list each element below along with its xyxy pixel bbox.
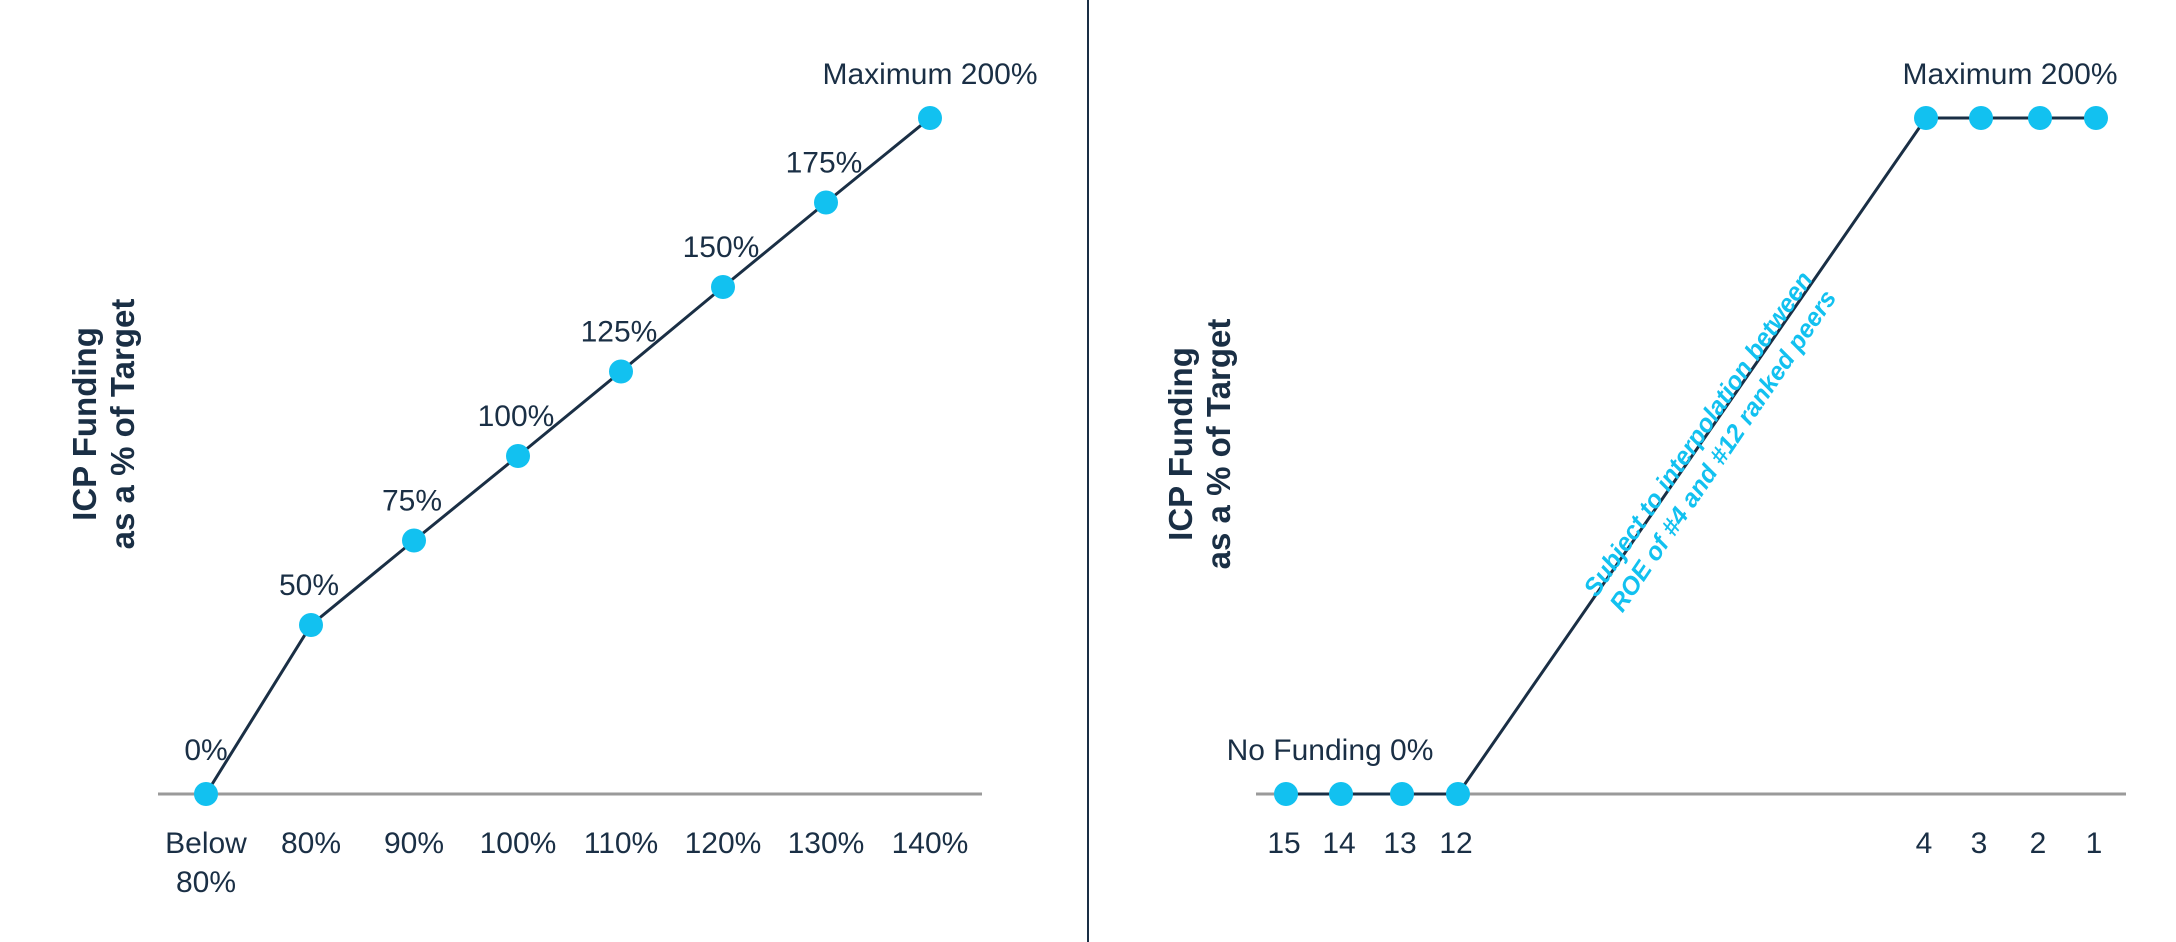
tick-label: 90%	[384, 827, 444, 860]
tick-label: 130%	[788, 827, 865, 860]
point-label: Maximum 200%	[822, 58, 1037, 91]
tick-label: 110%	[584, 827, 659, 860]
tick-label: Below	[165, 827, 247, 860]
y-axis-label-line2: as a % of Target	[104, 299, 141, 550]
data-point	[918, 106, 942, 130]
data-point	[2084, 106, 2108, 130]
point-label: 100%	[478, 400, 555, 433]
point-label: 150%	[683, 231, 760, 264]
tick-label: 80%	[281, 827, 341, 860]
y-axis-label-line1: ICP Funding	[66, 327, 103, 521]
data-point	[402, 528, 426, 553]
data-point	[711, 275, 735, 299]
data-point	[506, 444, 530, 468]
tick-label: 140%	[892, 827, 969, 860]
data-point	[1329, 782, 1353, 806]
tick-label: 1	[2086, 827, 2103, 860]
data-point	[1914, 106, 1938, 130]
y-axis-label-line2: as a % of Target	[1200, 319, 1237, 570]
series-line	[204, 116, 931, 795]
tick-label: 12	[1439, 827, 1472, 860]
y-axis-label-line1: ICP Funding	[1162, 347, 1199, 541]
annotation-line2: ROE of #4 and #12 ranked peers	[1604, 285, 1842, 617]
tick-label: 2	[2030, 827, 2047, 860]
tick-label-below-80-line2: 80%	[176, 866, 236, 899]
tick-label: 100%	[480, 827, 557, 860]
data-point	[609, 359, 633, 384]
annotation-line1: Subject to interpolation between	[1578, 267, 1818, 602]
point-label-maximum: Maximum 200%	[1902, 58, 2117, 91]
chart-left: ICP Funding as a % of Target 0% 50% 75% 100…	[66, 58, 1038, 899]
data-point	[1969, 106, 1993, 130]
data-point	[2028, 106, 2052, 130]
point-label: 75%	[382, 485, 442, 518]
point-label: 125%	[581, 316, 658, 349]
chart-right: ICP Funding as a % of Target No Funding …	[1162, 58, 2126, 860]
tick-label: 13	[1383, 827, 1416, 860]
point-label: 175%	[786, 147, 863, 180]
tick-label: 120%	[685, 827, 762, 860]
data-point	[814, 190, 838, 215]
data-point	[1446, 782, 1470, 806]
point-label: 0%	[184, 734, 227, 767]
data-point	[194, 782, 218, 806]
tick-label: 4	[1916, 827, 1933, 860]
tick-label: 15	[1267, 827, 1300, 860]
point-label: 50%	[279, 569, 339, 602]
data-point	[299, 613, 323, 637]
data-point	[1390, 782, 1414, 806]
tick-label: 14	[1322, 827, 1355, 860]
point-label-no-funding: No Funding 0%	[1227, 734, 1434, 767]
tick-label: 3	[1971, 827, 1988, 860]
data-point	[1274, 782, 1298, 806]
